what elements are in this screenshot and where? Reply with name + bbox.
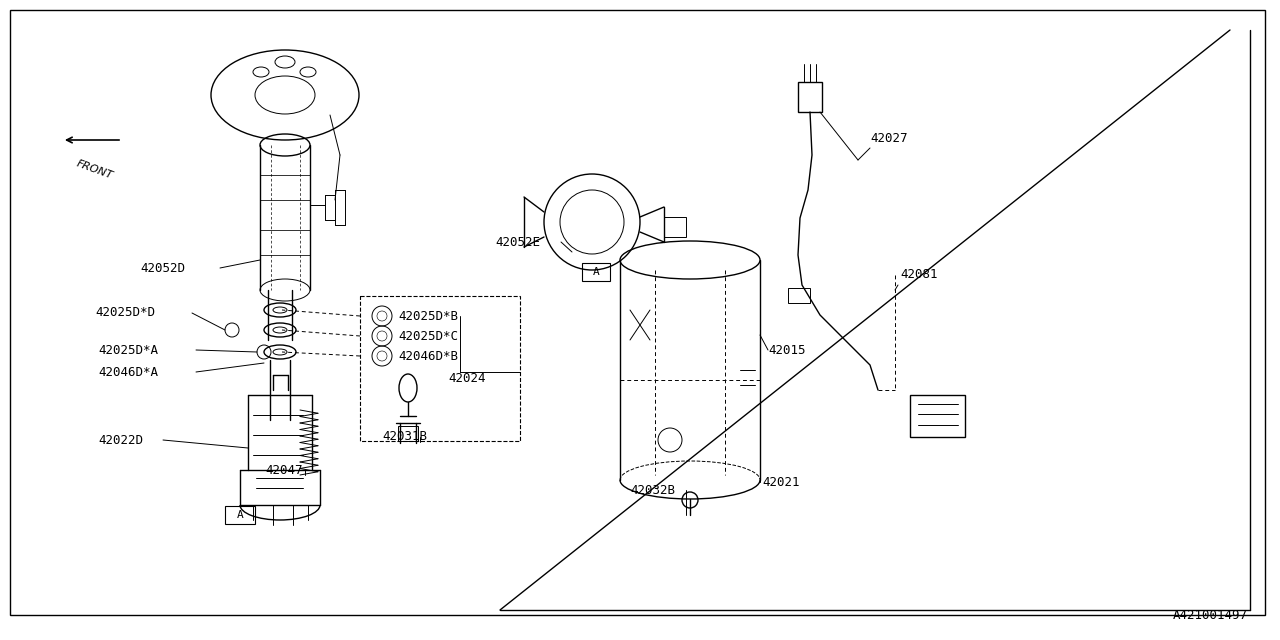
Text: A: A [237,510,243,520]
Text: 42081: 42081 [900,269,937,282]
Text: 42024: 42024 [448,371,485,385]
Text: 42047: 42047 [265,463,302,477]
Text: 42015: 42015 [768,344,805,356]
Text: 42025D*A: 42025D*A [99,344,157,356]
Text: A421001497: A421001497 [1172,609,1248,622]
Text: 42046D*B: 42046D*B [398,349,458,362]
Text: 42052D: 42052D [140,262,186,275]
Bar [910,395,965,437]
Bar [398,426,419,441]
Bar [664,217,686,237]
Text: 42052E: 42052E [495,236,540,248]
Text: FRONT: FRONT [76,158,115,180]
Bar [797,82,822,112]
Bar [582,263,611,281]
Bar [225,506,255,524]
Text: 42025D*D: 42025D*D [95,307,155,319]
Bar [360,296,520,441]
Text: 42022D: 42022D [99,433,143,447]
Text: 42027: 42027 [870,131,908,145]
Text: 42031B: 42031B [381,431,428,444]
Text: 42032B: 42032B [630,483,675,497]
Text: A: A [593,267,599,277]
Bar [788,288,810,303]
Text: 42021: 42021 [762,476,800,488]
Text: 42046D*A: 42046D*A [99,365,157,378]
Text: 42025D*B: 42025D*B [398,310,458,323]
Text: 42025D*C: 42025D*C [398,330,458,342]
